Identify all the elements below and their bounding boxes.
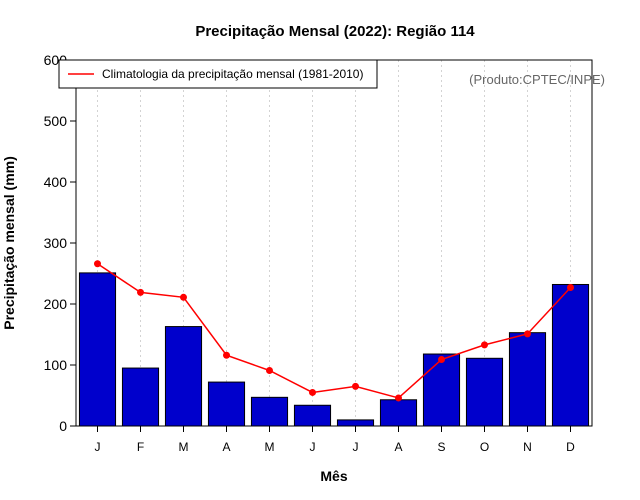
x-tick-label: J <box>95 440 101 454</box>
x-tick-label: S <box>437 440 445 454</box>
legend-box <box>58 59 378 89</box>
x-tick-label: J <box>353 440 359 454</box>
bar <box>379 399 418 427</box>
bar <box>508 332 547 427</box>
bar <box>78 272 117 427</box>
x-tick-label: D <box>566 440 575 454</box>
climatology-point <box>567 284 574 292</box>
x-tick-label: A <box>394 440 402 454</box>
climatology-point <box>223 351 230 359</box>
x-axis-label: Mês <box>320 468 347 484</box>
y-tick-label: 300 <box>44 235 68 251</box>
y-tick-label: 100 <box>44 357 68 373</box>
bar <box>422 353 461 427</box>
y-tick-label: 400 <box>44 174 68 190</box>
bar <box>164 326 203 427</box>
climatology-point <box>352 382 359 390</box>
climatology-series <box>94 260 574 402</box>
climatology-point <box>438 356 445 364</box>
bar <box>121 367 160 427</box>
legend-label: Climatologia da precipitação mensal (198… <box>102 67 363 81</box>
y-tick-label: 0 <box>59 418 67 434</box>
bar <box>551 283 590 427</box>
credit-text: (Produto:CPTEC/INPE) <box>469 72 605 87</box>
bar-series <box>78 272 590 427</box>
bar <box>250 396 289 427</box>
climatology-point <box>524 330 531 338</box>
x-tick-label: N <box>523 440 532 454</box>
x-tick-label: A <box>222 440 230 454</box>
x-tick-label: M <box>179 440 189 454</box>
y-tick-label: 500 <box>44 113 68 129</box>
climatology-point <box>395 394 402 402</box>
chart-title: Precipitação Mensal (2022): Região 114 <box>195 23 475 40</box>
bar <box>336 419 375 427</box>
y-tick-label: 200 <box>44 296 68 312</box>
legend: Climatologia da precipitação mensal (198… <box>58 59 378 89</box>
climatology-line <box>97 263 572 399</box>
y-axis-label: Precipitação mensal (mm) <box>1 156 17 330</box>
x-tick-label: J <box>310 440 316 454</box>
climatology-point <box>309 388 316 396</box>
x-tick-label: M <box>265 440 275 454</box>
climatology-point <box>94 260 101 268</box>
bar <box>293 404 332 427</box>
climatology-point <box>266 366 273 374</box>
climatology-point <box>481 341 488 349</box>
grid-lines <box>97 60 571 426</box>
bar <box>207 381 246 427</box>
x-tick-label: O <box>480 440 489 454</box>
climatology-point <box>137 288 144 296</box>
bar <box>465 357 504 427</box>
climatology-point <box>180 293 187 301</box>
x-tick-label: F <box>137 440 144 454</box>
